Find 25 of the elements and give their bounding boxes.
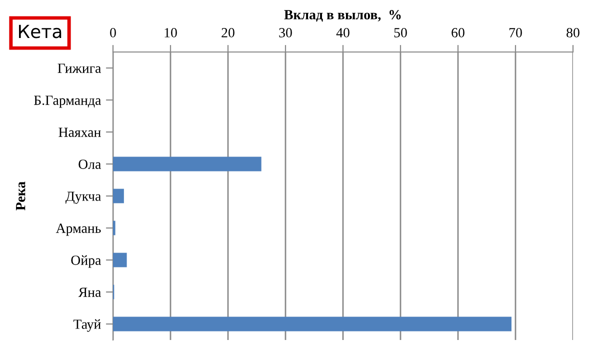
- x-tick-label: 0: [110, 28, 116, 38]
- y-tick-label: Дукча: [66, 192, 102, 204]
- y-tick-label: Наяхан: [58, 128, 101, 137]
- x-tick-label: 50: [394, 28, 407, 38]
- x-tick-label: 40: [336, 28, 350, 38]
- y-tick-label: Армань: [56, 224, 101, 236]
- x-tick-label: 70: [509, 28, 522, 38]
- x-tick-label: 30: [279, 28, 292, 38]
- bar: [113, 188, 124, 204]
- chart-title: Кета: [19, 24, 62, 38]
- y-tick-label: Ола: [78, 160, 102, 169]
- x-tick-label: 60: [452, 28, 464, 38]
- x-tick-label: 80: [566, 28, 580, 38]
- y-tick-label: Тауй: [73, 319, 101, 332]
- y-tick-label: Ойра: [71, 255, 102, 268]
- bar: [113, 316, 512, 332]
- y-tick-label: Гижига: [58, 64, 102, 73]
- x-tick-label: 20: [222, 28, 234, 38]
- x-axis-title: Вклад в вылов, %: [284, 10, 401, 22]
- bar: [113, 252, 127, 268]
- y-tick-label: Яна: [78, 288, 102, 297]
- y-axis-title: Река: [16, 182, 26, 210]
- y-tick-label: Б.Гарманда: [34, 96, 101, 108]
- bar: [113, 156, 262, 172]
- x-tick-label: 10: [164, 28, 177, 38]
